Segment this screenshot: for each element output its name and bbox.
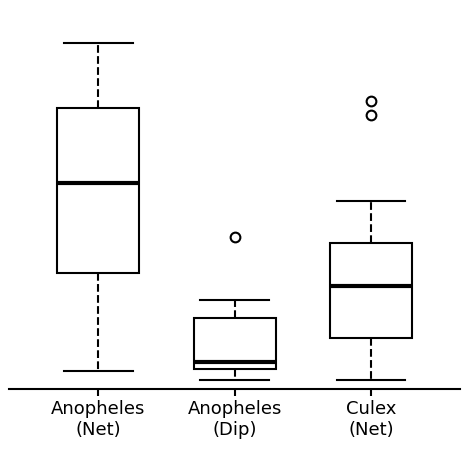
Bar: [330, 243, 412, 338]
Bar: [194, 319, 275, 369]
Bar: [57, 108, 139, 273]
